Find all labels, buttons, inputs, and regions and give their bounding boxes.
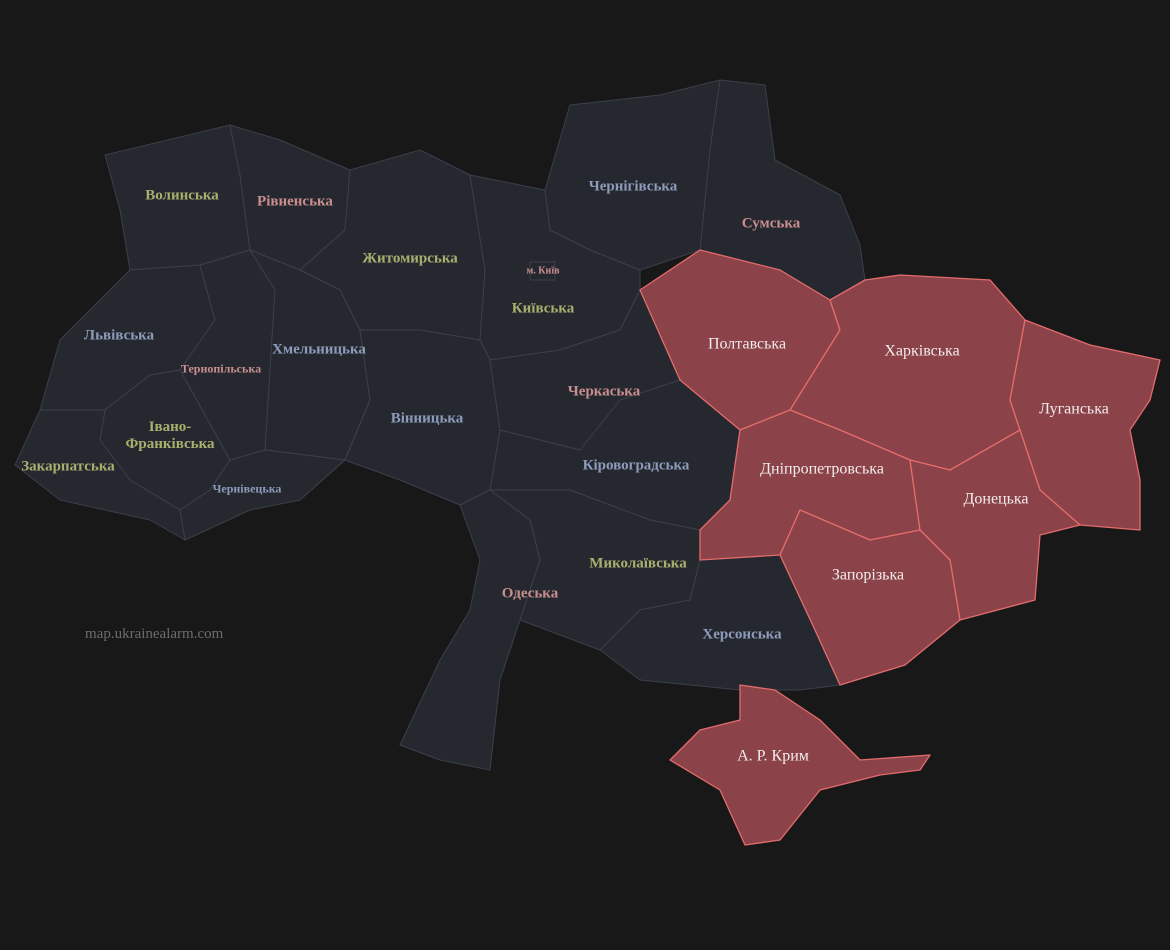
region-crimea[interactable] (669, 684, 931, 846)
region-zaporizhzhia[interactable] (779, 509, 961, 686)
region-luhansk[interactable] (1009, 319, 1161, 531)
region-kyiv-city[interactable] (529, 261, 556, 281)
watermark: map.ukrainealarm.com (85, 626, 224, 642)
region-vinnytsia[interactable] (344, 329, 501, 506)
region-odesa[interactable] (399, 489, 541, 771)
region-volyn[interactable] (104, 124, 251, 271)
